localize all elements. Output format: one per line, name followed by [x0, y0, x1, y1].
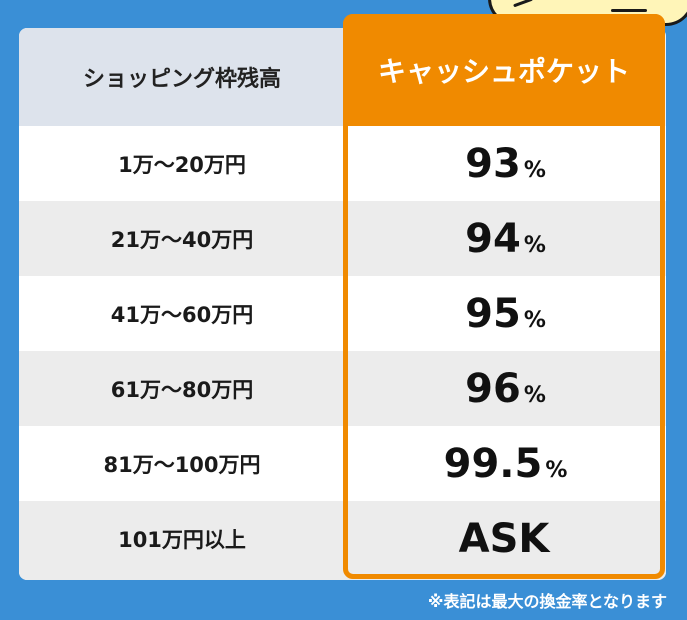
mascot-line: [513, 0, 533, 8]
rate-value: 99.5%: [345, 426, 666, 501]
table-row: 61万〜80万円 96%: [19, 351, 666, 426]
table-row: 41万〜60万円 95%: [19, 276, 666, 351]
rate-value: 93%: [345, 126, 666, 201]
rate-unit: %: [545, 458, 568, 483]
rate-number: 96: [465, 365, 521, 412]
rate-number: 95: [465, 290, 521, 337]
header-cashpocket-label: キャッシュポケット: [343, 14, 665, 126]
range-label: 21万〜40万円: [110, 227, 254, 252]
range-label: 61万〜80万円: [110, 377, 254, 402]
rate-unit: %: [523, 383, 546, 408]
table-row: 1万〜20万円 93%: [19, 126, 666, 201]
table-row: 21万〜40万円 94%: [19, 201, 666, 276]
range-label: 81万〜100万円: [103, 452, 261, 477]
mascot-line: [611, 9, 647, 12]
table-row: 81万〜100万円 99.5%: [19, 426, 666, 501]
rate-value: 96%: [345, 351, 666, 426]
range-label: 101万円以上: [118, 527, 246, 552]
header-balance-label: ショッピング枠残高: [19, 28, 345, 126]
rate-number: 94: [465, 215, 521, 262]
rate-unit: %: [523, 158, 546, 183]
rate-value: 95%: [345, 276, 666, 351]
range-label: 41万〜60万円: [110, 302, 254, 327]
rate-number: 99.5: [443, 440, 543, 487]
table-row: 101万円以上 ASK: [19, 501, 666, 580]
rate-value: 94%: [345, 201, 666, 276]
range-label: 1万〜20万円: [118, 152, 246, 177]
footnote: ※表記は最大の換金率となります: [427, 592, 667, 611]
rate-unit: %: [523, 308, 546, 333]
rate-value: ASK: [345, 501, 666, 576]
rate-unit: %: [523, 233, 546, 258]
rate-number: 93: [465, 140, 521, 187]
rate-number: ASK: [458, 515, 550, 562]
